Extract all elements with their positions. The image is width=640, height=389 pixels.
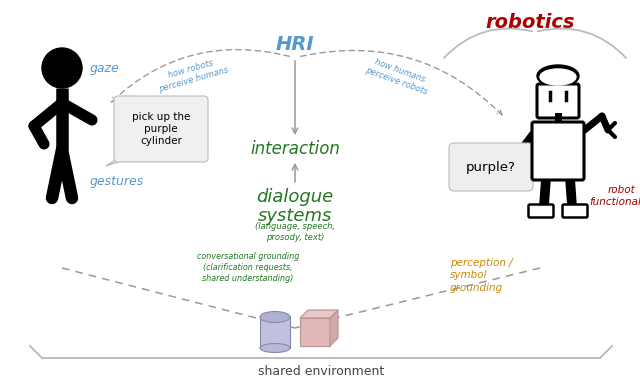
Text: perception /
symbol
grounding: perception / symbol grounding (450, 258, 513, 293)
Ellipse shape (260, 312, 290, 322)
Text: robotics: robotics (485, 13, 575, 32)
Polygon shape (528, 158, 544, 178)
Text: HRI: HRI (276, 35, 314, 54)
Text: interaction: interaction (250, 140, 340, 158)
Ellipse shape (540, 69, 576, 85)
Text: shared environment: shared environment (258, 365, 384, 378)
Text: dialogue
systems: dialogue systems (257, 188, 333, 225)
Text: how robots
perceive humans: how robots perceive humans (154, 55, 230, 94)
FancyBboxPatch shape (532, 122, 584, 180)
Polygon shape (330, 310, 338, 346)
Ellipse shape (537, 65, 579, 87)
FancyBboxPatch shape (260, 316, 290, 348)
Text: how humans
perceive robots: how humans perceive robots (364, 55, 432, 96)
Text: pick up the
purple
cylinder: pick up the purple cylinder (132, 112, 190, 145)
Text: purple?: purple? (466, 161, 516, 173)
FancyBboxPatch shape (529, 205, 554, 217)
FancyBboxPatch shape (300, 318, 330, 346)
Text: conversational grounding
(clarification requests,
shared understanding): conversational grounding (clarification … (197, 252, 299, 283)
Polygon shape (106, 156, 136, 166)
Text: (language, speech,
prosody, text): (language, speech, prosody, text) (255, 222, 335, 242)
FancyBboxPatch shape (537, 84, 579, 118)
Text: gaze: gaze (90, 62, 120, 75)
Text: gestures: gestures (90, 175, 144, 188)
Text: robot
functionality: robot functionality (589, 185, 640, 207)
Polygon shape (300, 310, 338, 318)
Circle shape (42, 48, 82, 88)
FancyBboxPatch shape (563, 205, 588, 217)
Ellipse shape (260, 343, 290, 352)
FancyBboxPatch shape (449, 143, 533, 191)
FancyBboxPatch shape (114, 96, 208, 162)
